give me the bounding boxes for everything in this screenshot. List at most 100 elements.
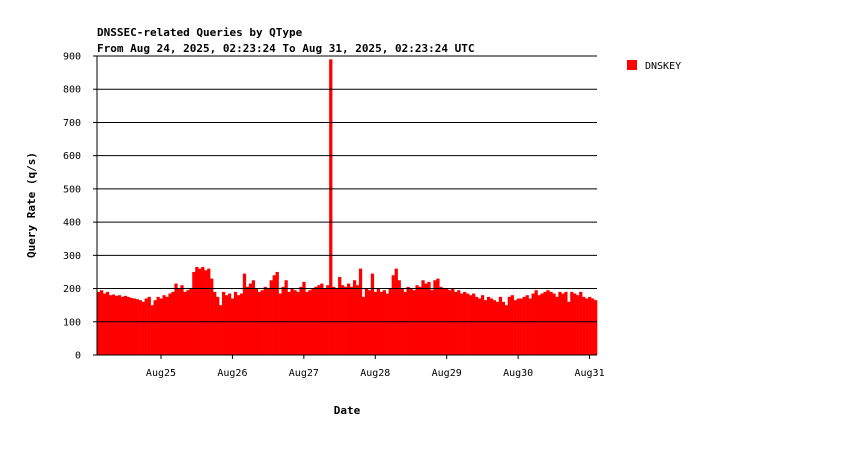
- bar: [195, 266, 199, 355]
- bar: [510, 295, 514, 355]
- bar: [594, 300, 598, 355]
- y-tick-label: 400: [63, 218, 81, 229]
- bar: [305, 291, 309, 355]
- bar: [302, 281, 306, 355]
- bar: [201, 266, 205, 355]
- bar: [522, 296, 526, 355]
- x-tick-label: Aug28: [360, 368, 390, 379]
- bar: [114, 295, 119, 355]
- bar: [153, 300, 157, 355]
- bar: [111, 294, 116, 355]
- bar: [546, 290, 550, 355]
- bar: [498, 296, 503, 355]
- bar: [540, 293, 544, 355]
- bar: [469, 295, 473, 355]
- bar: [344, 286, 348, 355]
- bar: [379, 291, 384, 355]
- chart-title: DNSSEC-related Queries by QType: [97, 26, 303, 39]
- bar: [436, 278, 440, 355]
- x-tick-label: Aug30: [503, 368, 533, 379]
- bar: [260, 290, 264, 355]
- bar: [427, 281, 431, 355]
- y-tick-label: 0: [75, 351, 81, 362]
- bar: [251, 280, 256, 355]
- bar: [534, 290, 538, 355]
- bar: [472, 293, 476, 355]
- bar: [382, 290, 386, 355]
- bar: [391, 275, 395, 355]
- bar: [579, 291, 583, 355]
- bar: [460, 293, 464, 355]
- x-tick-label: Aug29: [432, 368, 462, 379]
- x-axis-label: Date: [334, 404, 361, 417]
- bar: [486, 296, 491, 355]
- bar: [421, 280, 425, 355]
- bar: [275, 271, 279, 355]
- x-tick-label: Aug26: [217, 368, 247, 379]
- bar: [272, 275, 276, 355]
- bar: [385, 293, 389, 355]
- bar: [165, 296, 169, 355]
- bar: [141, 301, 145, 355]
- bar: [326, 285, 330, 355]
- bar: [367, 290, 372, 355]
- bar: [448, 290, 452, 355]
- bar: [504, 305, 509, 355]
- bar: [519, 298, 523, 355]
- bar: [361, 296, 366, 355]
- bar: [513, 300, 517, 355]
- bar: [433, 280, 437, 355]
- bar: [355, 285, 360, 355]
- bar: [412, 290, 416, 355]
- y-tick-label: 900: [63, 52, 81, 63]
- x-tick-label: Aug27: [289, 368, 319, 379]
- bar: [132, 298, 136, 355]
- bar: [489, 298, 494, 355]
- bar: [501, 301, 506, 355]
- bar: [183, 291, 187, 355]
- chart-subtitle: From Aug 24, 2025, 02:23:24 To Aug 31, 2…: [97, 42, 475, 55]
- bar: [591, 298, 595, 355]
- bar: [230, 298, 235, 355]
- bar: [99, 290, 104, 355]
- bar: [135, 299, 139, 355]
- bar: [507, 296, 511, 355]
- bar: [573, 293, 577, 355]
- bar: [224, 295, 229, 355]
- bar: [424, 283, 428, 355]
- bar: [567, 301, 571, 355]
- bar: [477, 298, 482, 355]
- bar: [582, 296, 586, 355]
- bar: [430, 290, 434, 355]
- bar: [555, 296, 559, 355]
- bar: [531, 293, 535, 355]
- bar: [457, 290, 461, 355]
- bar: [299, 286, 303, 355]
- bar: [394, 268, 398, 355]
- bar: [150, 305, 154, 355]
- legend-label: DNSKEY: [645, 61, 681, 72]
- y-tick-label: 100: [63, 317, 81, 328]
- bar: [284, 280, 288, 355]
- bar: [418, 286, 422, 355]
- bar: [525, 295, 529, 355]
- bar: [495, 301, 500, 355]
- bar: [308, 290, 312, 355]
- bar: [123, 295, 128, 355]
- bar: [216, 296, 220, 355]
- bar: [576, 295, 580, 355]
- bar: [171, 291, 175, 355]
- bar: [549, 291, 553, 355]
- bar: [317, 285, 321, 355]
- y-tick-label: 600: [63, 151, 81, 162]
- bar: [159, 298, 163, 355]
- bar: [144, 298, 148, 355]
- bar: [483, 300, 488, 355]
- bar: [129, 297, 134, 355]
- bar: [454, 291, 458, 355]
- bar: [349, 286, 354, 355]
- bar: [463, 291, 467, 355]
- bar: [147, 296, 151, 355]
- bar: [174, 283, 178, 355]
- bar: [558, 291, 562, 355]
